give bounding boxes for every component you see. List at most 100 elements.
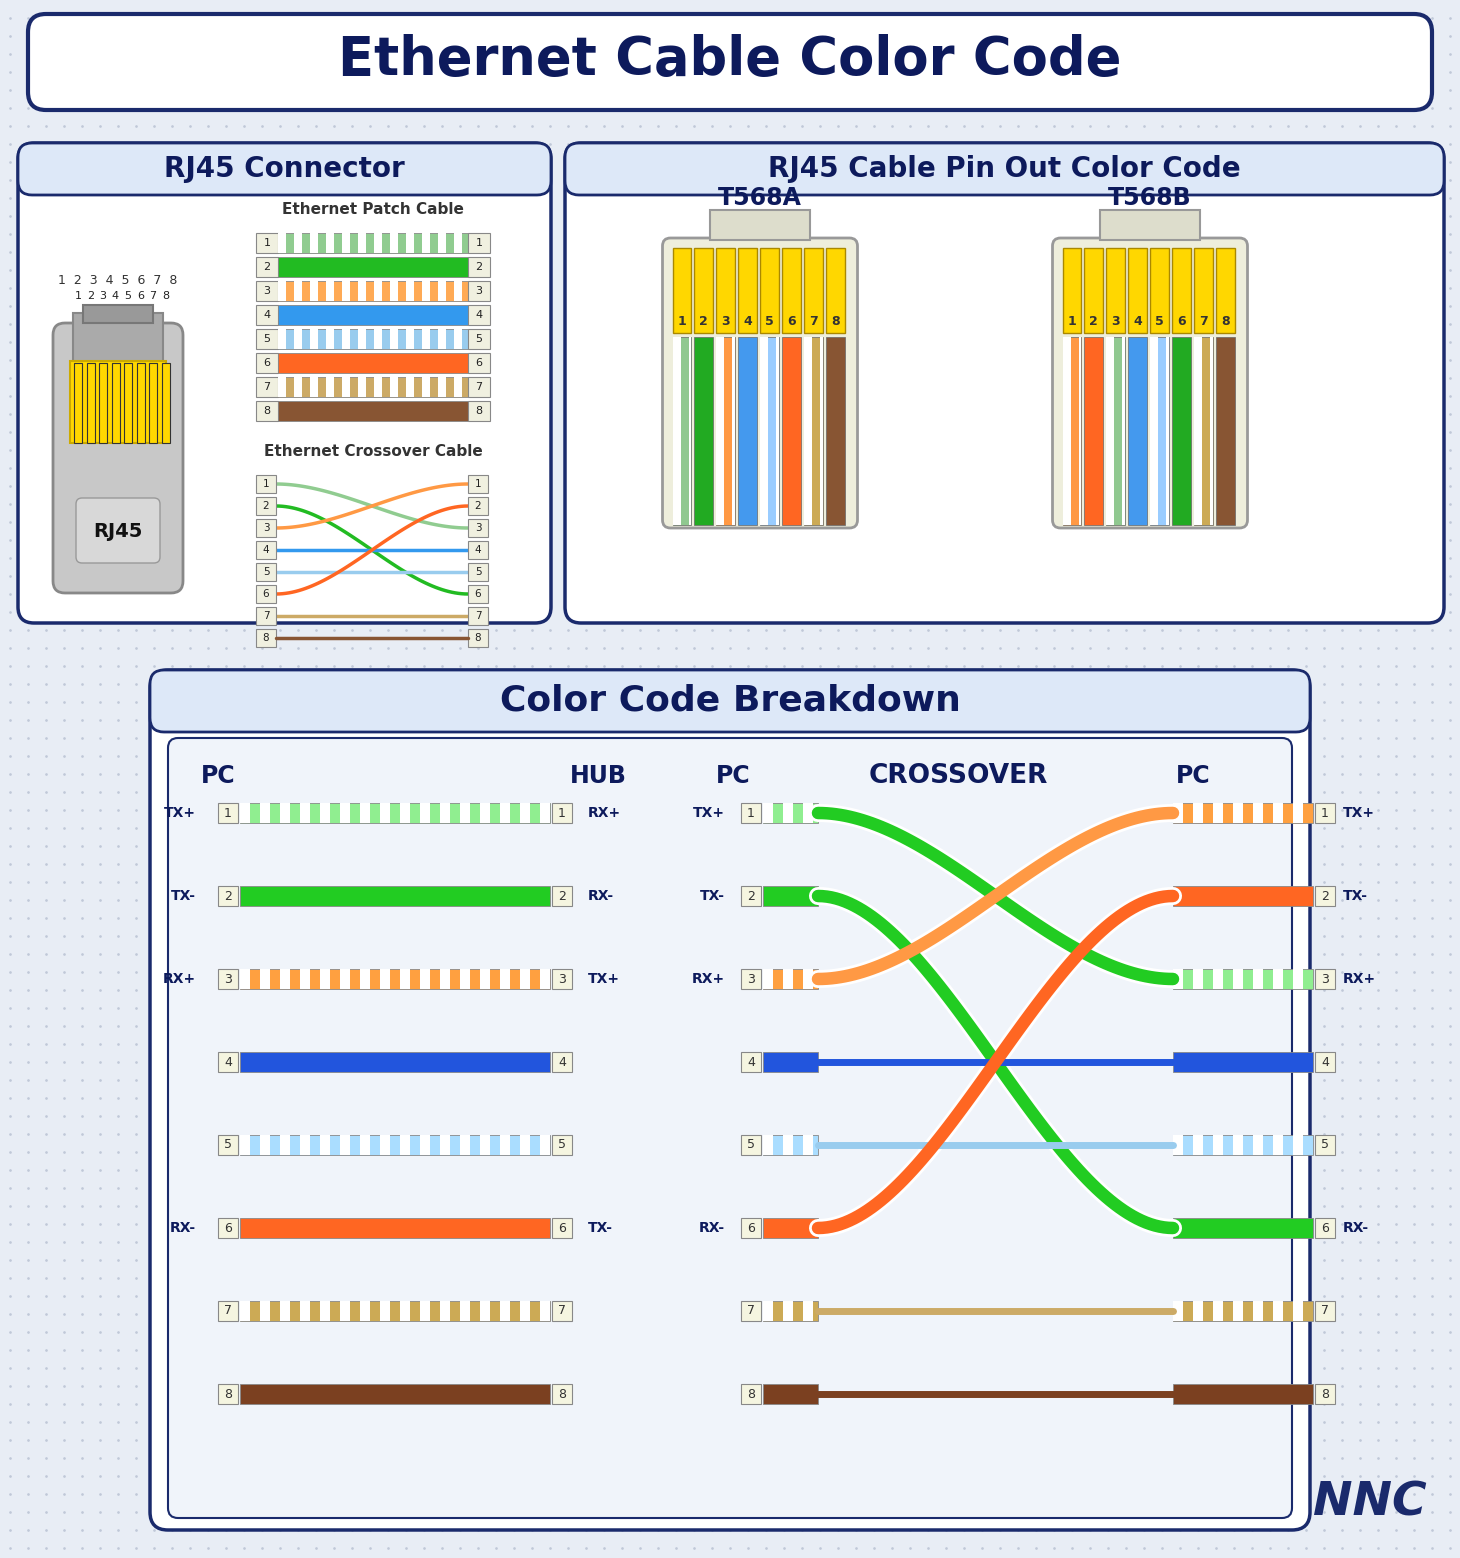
Text: 8: 8 bbox=[474, 633, 482, 643]
Text: RJ45 Cable Pin Out Color Code: RJ45 Cable Pin Out Color Code bbox=[768, 154, 1241, 182]
Text: 1: 1 bbox=[74, 291, 82, 301]
Bar bbox=[218, 1384, 238, 1404]
Bar bbox=[1213, 802, 1223, 823]
FancyBboxPatch shape bbox=[565, 143, 1444, 623]
Text: 3: 3 bbox=[748, 972, 755, 986]
Bar bbox=[469, 608, 488, 625]
Text: 1: 1 bbox=[474, 478, 482, 489]
Bar bbox=[1150, 337, 1169, 525]
Text: 3: 3 bbox=[1111, 315, 1120, 327]
Bar bbox=[480, 969, 491, 989]
Text: TX+: TX+ bbox=[1343, 805, 1375, 820]
Text: 4: 4 bbox=[1321, 1055, 1329, 1069]
Text: 8: 8 bbox=[831, 315, 839, 327]
Bar bbox=[717, 248, 736, 333]
FancyBboxPatch shape bbox=[18, 143, 550, 623]
Bar bbox=[422, 377, 431, 397]
Bar bbox=[74, 363, 82, 442]
Bar bbox=[400, 969, 410, 989]
Bar bbox=[1107, 337, 1114, 525]
Bar bbox=[454, 329, 461, 349]
Bar bbox=[469, 629, 488, 647]
Bar bbox=[761, 337, 768, 525]
Bar bbox=[460, 1134, 470, 1154]
Text: 6: 6 bbox=[1321, 1221, 1329, 1234]
Bar bbox=[783, 969, 793, 989]
Text: 3: 3 bbox=[721, 315, 730, 327]
Bar bbox=[1107, 248, 1126, 333]
Text: TX+: TX+ bbox=[694, 805, 726, 820]
Bar bbox=[1194, 337, 1213, 525]
Bar bbox=[1079, 337, 1082, 525]
Bar bbox=[255, 329, 277, 349]
Bar bbox=[380, 802, 390, 823]
Text: 7: 7 bbox=[149, 291, 156, 301]
Bar bbox=[390, 329, 399, 349]
Bar bbox=[340, 969, 350, 989]
Text: TX-: TX- bbox=[171, 890, 196, 904]
Bar bbox=[277, 400, 469, 421]
Bar bbox=[1172, 1134, 1313, 1154]
Text: 2: 2 bbox=[1089, 315, 1098, 327]
Text: 5: 5 bbox=[474, 567, 482, 576]
Text: 2: 2 bbox=[476, 262, 483, 273]
Bar bbox=[1193, 802, 1203, 823]
Bar bbox=[552, 1301, 572, 1321]
Bar bbox=[320, 1134, 330, 1154]
Bar bbox=[1063, 337, 1070, 525]
Bar bbox=[239, 969, 250, 989]
Bar bbox=[1273, 1134, 1283, 1154]
Bar bbox=[717, 337, 736, 525]
Bar bbox=[149, 363, 158, 442]
Bar bbox=[255, 629, 276, 647]
Text: 5: 5 bbox=[765, 315, 774, 327]
Bar bbox=[255, 497, 276, 516]
Bar bbox=[239, 1301, 250, 1321]
Bar bbox=[255, 257, 277, 277]
Bar bbox=[326, 377, 334, 397]
Bar bbox=[783, 248, 800, 333]
Bar bbox=[86, 363, 95, 442]
Text: TX+: TX+ bbox=[164, 805, 196, 820]
Bar bbox=[1172, 887, 1313, 907]
Bar bbox=[742, 802, 761, 823]
Bar bbox=[320, 802, 330, 823]
Text: 7: 7 bbox=[476, 382, 483, 393]
Text: 8: 8 bbox=[748, 1388, 755, 1401]
FancyBboxPatch shape bbox=[1053, 238, 1247, 528]
Bar bbox=[764, 1301, 818, 1321]
Text: 5: 5 bbox=[223, 1139, 232, 1151]
Text: 1  2  3  4  5  6  7  8: 1 2 3 4 5 6 7 8 bbox=[58, 274, 178, 287]
Bar bbox=[1234, 802, 1242, 823]
Bar bbox=[1172, 1384, 1313, 1404]
Bar bbox=[310, 280, 318, 301]
Bar bbox=[326, 234, 334, 252]
Bar bbox=[293, 377, 302, 397]
Text: 3: 3 bbox=[476, 287, 482, 296]
Bar bbox=[320, 1301, 330, 1321]
Bar bbox=[1063, 337, 1082, 525]
Bar bbox=[540, 1301, 550, 1321]
Text: RX+: RX+ bbox=[164, 972, 196, 986]
Bar bbox=[420, 969, 431, 989]
Bar bbox=[783, 1134, 793, 1154]
Text: PC: PC bbox=[200, 763, 235, 788]
Bar bbox=[239, 1218, 550, 1239]
Bar bbox=[255, 608, 276, 625]
Bar bbox=[1315, 802, 1334, 823]
Bar bbox=[218, 1134, 238, 1154]
Bar bbox=[1315, 1218, 1334, 1239]
Bar bbox=[469, 519, 488, 538]
Bar bbox=[1150, 337, 1158, 525]
Bar bbox=[280, 1301, 291, 1321]
Bar bbox=[1253, 1134, 1263, 1154]
Bar bbox=[260, 1301, 270, 1321]
Bar bbox=[1194, 337, 1202, 525]
FancyBboxPatch shape bbox=[150, 670, 1310, 1530]
Bar bbox=[469, 562, 488, 581]
Text: T568B: T568B bbox=[1108, 185, 1191, 210]
Bar bbox=[1129, 337, 1148, 525]
Bar bbox=[520, 969, 530, 989]
Bar bbox=[1213, 969, 1223, 989]
Bar bbox=[239, 1134, 250, 1154]
